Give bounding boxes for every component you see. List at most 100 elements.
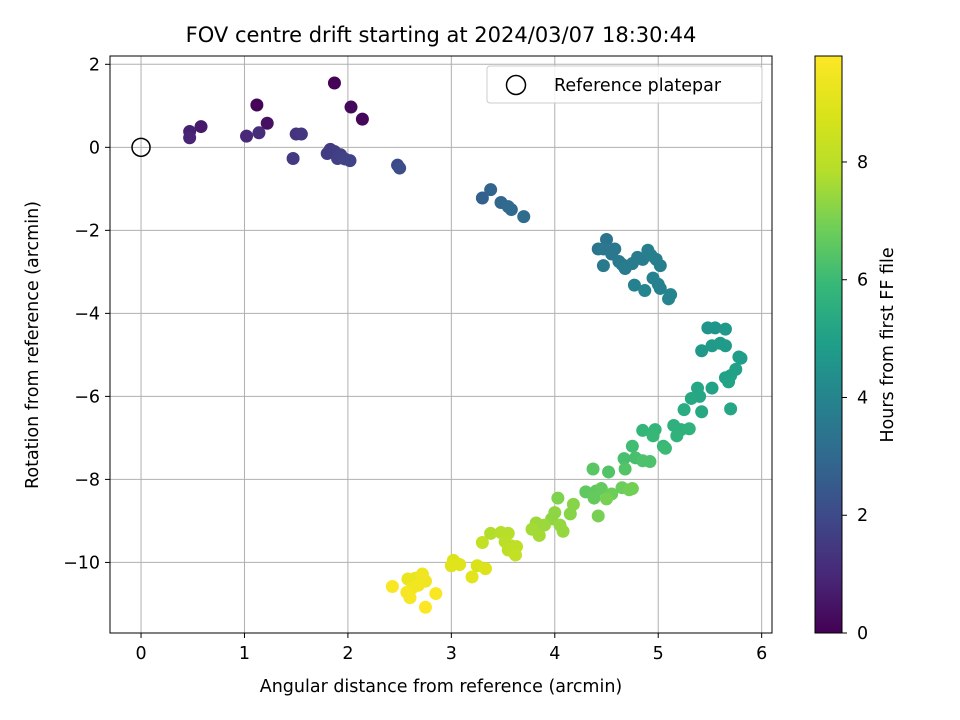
data-point	[484, 526, 498, 540]
data-point	[403, 591, 417, 605]
reference-point-marker	[131, 137, 151, 158]
data-point	[484, 183, 498, 197]
data-point	[638, 284, 652, 298]
data-point	[646, 429, 660, 443]
plot-frame	[109, 55, 773, 634]
legend-box	[486, 65, 763, 104]
x-tick-label: 5	[653, 644, 664, 664]
data-point	[444, 559, 458, 573]
x-tick-label: 4	[549, 644, 560, 664]
colorbar-tick-label: 6	[857, 271, 868, 291]
y-tick-label: −10	[63, 553, 100, 573]
x-axis-ticks: 0 1 2 3 4 5 6	[135, 633, 767, 664]
data-point	[708, 321, 722, 335]
data-point	[608, 242, 622, 256]
data-point	[662, 292, 676, 306]
data-point	[625, 439, 639, 453]
legend: Reference platepar	[486, 65, 763, 104]
data-point	[586, 462, 600, 476]
legend-label: Reference platepar	[554, 76, 722, 96]
colorbar-tick-label: 8	[857, 153, 868, 173]
data-point	[587, 491, 601, 505]
data-point	[465, 570, 479, 584]
y-tick-label: 2	[89, 55, 100, 75]
data-point	[286, 152, 300, 166]
data-point	[682, 422, 696, 436]
data-point	[594, 482, 608, 496]
colorbar-label: Hours from first FF file	[878, 247, 898, 442]
y-axis-label: Rotation from reference (arcmin)	[23, 201, 43, 489]
data-point	[551, 491, 565, 505]
data-point	[600, 492, 613, 506]
y-axis-ticks: 2 0 −2 −4 −6 −8 −10	[63, 55, 110, 573]
x-tick-label: 1	[239, 644, 250, 664]
data-point	[475, 536, 489, 550]
legend-marker	[505, 74, 527, 96]
data-point	[602, 465, 616, 479]
y-tick-label: −6	[74, 387, 100, 407]
scatter-points	[183, 76, 748, 614]
data-point	[385, 580, 399, 594]
colorbar-ticks: 0 2 4 6 8	[842, 153, 868, 644]
y-tick-label: −8	[74, 470, 100, 490]
data-point	[617, 452, 631, 466]
data-point	[344, 100, 358, 114]
data-point	[670, 429, 684, 443]
data-point	[625, 482, 639, 496]
colorbar-tick-label: 4	[857, 388, 868, 408]
data-point	[618, 462, 632, 476]
data-point	[517, 210, 531, 224]
data-point	[658, 441, 672, 455]
data-point	[183, 131, 197, 145]
data-point	[722, 375, 736, 389]
data-point	[343, 154, 357, 168]
grid	[110, 56, 772, 633]
data-point	[355, 112, 369, 126]
data-point	[591, 509, 605, 523]
x-tick-label: 6	[756, 644, 767, 664]
y-tick-label: −2	[74, 221, 100, 241]
data-point	[705, 381, 719, 395]
data-point	[563, 507, 577, 521]
data-point	[240, 129, 254, 143]
colorbar-tick-label: 2	[857, 506, 868, 526]
y-tick-label: 0	[89, 138, 100, 158]
data-point	[252, 126, 266, 140]
data-point	[677, 403, 691, 417]
x-tick-label: 0	[135, 644, 146, 664]
data-point	[653, 281, 667, 295]
data-point	[478, 562, 492, 576]
data-point	[260, 116, 274, 130]
y-tick-label: −4	[74, 304, 100, 324]
x-axis-label: Angular distance from reference (arcmin)	[260, 677, 623, 697]
data-point	[250, 98, 264, 112]
data-point	[627, 278, 641, 292]
data-point	[556, 524, 570, 538]
colorbar	[814, 55, 843, 634]
data-point	[327, 76, 341, 90]
data-point	[636, 423, 650, 437]
plot-background	[110, 56, 772, 633]
data-point	[508, 548, 522, 562]
data-point	[194, 120, 208, 134]
data-point	[643, 455, 657, 469]
data-point	[718, 322, 732, 336]
chart-title: FOV centre drift starting at 2024/03/07 …	[186, 23, 697, 47]
data-point	[653, 259, 667, 273]
data-point	[475, 191, 489, 205]
data-point	[294, 127, 308, 141]
data-point	[684, 391, 698, 405]
x-tick-label: 3	[446, 644, 457, 664]
data-point	[429, 587, 443, 601]
data-point	[393, 161, 407, 175]
data-point	[695, 344, 709, 358]
data-point	[596, 259, 610, 273]
data-point	[695, 405, 709, 419]
data-point	[724, 402, 738, 416]
data-point	[532, 528, 546, 542]
data-point	[734, 351, 748, 365]
data-point	[504, 203, 518, 217]
x-tick-label: 2	[342, 644, 353, 664]
data-point	[418, 600, 432, 614]
